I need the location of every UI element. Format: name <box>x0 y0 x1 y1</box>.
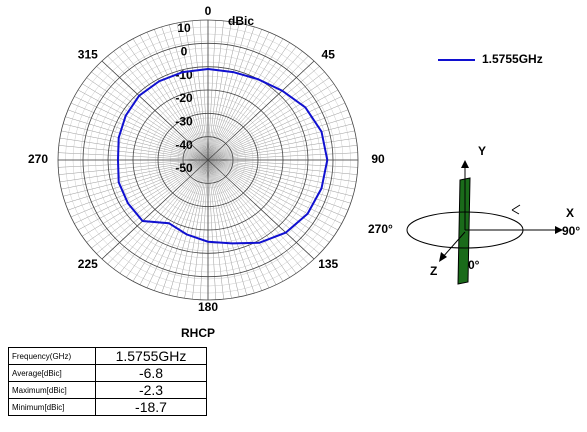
r-tick-label: -40 <box>175 138 193 152</box>
table-row: Average[dBic] -6.8 <box>8 364 207 382</box>
grid-spoke <box>101 60 209 161</box>
cell: -6.8 <box>95 364 207 382</box>
summary-table: Frequency(GHz) 1.5755GHz Average[dBic] -6.… <box>8 347 207 416</box>
angle-label: 0° <box>468 258 480 272</box>
axis-label: X <box>566 206 574 220</box>
axis-label: Y <box>478 144 486 158</box>
cell: Maximum[dBic] <box>8 381 96 399</box>
z-arrow <box>441 231 466 259</box>
cell: -2.3 <box>95 381 207 399</box>
arrow-head <box>555 226 563 234</box>
cell: Minimum[dBic] <box>8 398 96 416</box>
r-tick-label: 0 <box>181 45 188 59</box>
cell: Frequency(GHz) <box>8 347 96 365</box>
grid-spoke <box>101 159 209 260</box>
angle-label: 90° <box>562 224 580 238</box>
arrow-head <box>439 252 447 262</box>
axis-label: Z <box>430 264 437 278</box>
r-tick-label: -50 <box>175 161 193 175</box>
r-tick-label: 10 <box>177 21 191 35</box>
table-title: RHCP <box>181 326 215 340</box>
theta-tick-label: 180 <box>198 300 218 314</box>
r-tick-label: -20 <box>175 91 193 105</box>
r-tick-label: -30 <box>175 115 193 129</box>
table-row: Maximum[dBic] -2.3 <box>8 381 207 399</box>
table-row: Minimum[dBic] -18.7 <box>8 398 207 416</box>
arrow-head <box>461 160 469 168</box>
angle-label: 270° <box>368 222 393 236</box>
series-line <box>116 67 329 245</box>
theta-tick-label: 270 <box>28 152 48 166</box>
grid-spoke <box>207 159 315 260</box>
antenna-plank <box>457 177 471 285</box>
theta-tick-label: 45 <box>322 48 336 62</box>
cell: -18.7 <box>95 398 207 416</box>
radial-axis-label: dBic <box>228 14 254 28</box>
table-row: Frequency(GHz) 1.5755GHz <box>8 347 207 365</box>
cell: 1.5755GHz <box>95 347 207 365</box>
theta-tick-label: 225 <box>78 257 98 271</box>
orientation-diagram: Y X 90° 270° Z 0° <box>368 144 580 285</box>
theta-tick-label: 90 <box>371 152 385 166</box>
theta-tick-label: 0 <box>205 4 212 18</box>
grid-spoke <box>207 60 315 161</box>
theta-tick-label: 315 <box>78 48 98 62</box>
cell: Average[dBic] <box>8 364 96 382</box>
legend-label: 1.5755GHz <box>482 52 543 66</box>
theta-tick-label: 135 <box>318 257 338 271</box>
rotation-arrow <box>511 204 521 215</box>
